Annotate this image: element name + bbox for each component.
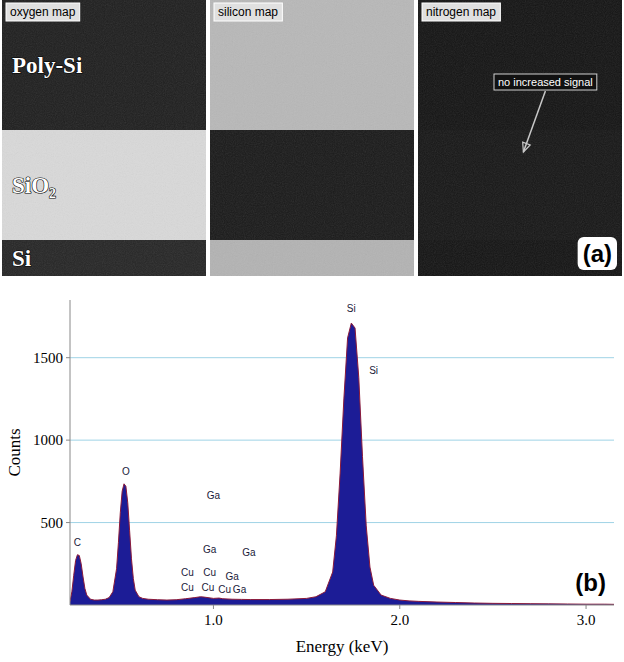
map-noise xyxy=(210,0,414,276)
peak-label: Ga xyxy=(242,547,256,558)
x-tick-label: 2.0 xyxy=(390,612,409,628)
x-tick xyxy=(213,605,214,609)
map-noise xyxy=(418,0,622,276)
peak-label: O xyxy=(122,466,130,477)
map-title-box xyxy=(214,3,282,21)
map-title: silicon map xyxy=(218,5,278,19)
peak-label: Ga xyxy=(225,571,239,582)
figure: oxygen map silicon map nitrogen map no incr… xyxy=(0,0,624,662)
y-tick xyxy=(66,440,70,441)
annotation-box xyxy=(494,74,597,90)
peak-label: Ga xyxy=(203,544,217,555)
grid-line xyxy=(70,357,614,358)
x-tick xyxy=(399,605,400,609)
layer-label: Poly-Si xyxy=(12,53,83,78)
y-tick xyxy=(66,357,70,358)
peak-label: Cu xyxy=(181,567,194,578)
panel-letter: (b) xyxy=(575,569,606,596)
element-map: oxygen map xyxy=(2,0,206,276)
spectrum-outline xyxy=(70,323,614,604)
y-axis xyxy=(70,300,71,605)
peak-label: Si xyxy=(347,303,356,314)
peak-label: Cu xyxy=(181,582,194,593)
panel-letter-box xyxy=(570,566,611,599)
map-title: oxygen map xyxy=(10,5,76,19)
plot-data xyxy=(70,323,614,605)
peak-label: Cu xyxy=(203,567,216,578)
panel-letter-box xyxy=(578,237,617,270)
y-tick xyxy=(66,522,70,523)
map-noise xyxy=(2,0,206,276)
x-tick xyxy=(586,605,587,609)
y-tick-label: 1500 xyxy=(33,350,63,366)
peak-label: Cu xyxy=(201,582,214,593)
map-title: nitrogen map xyxy=(426,5,496,19)
arrow-head xyxy=(523,142,531,152)
panel-a: oxygen map silicon map nitrogen map no incr… xyxy=(2,0,622,276)
map-title-box xyxy=(422,3,500,21)
x-axis-title: Energy (keV) xyxy=(296,637,389,656)
y-axis-title: Counts xyxy=(5,428,24,476)
panel-b: 500 1000 1500 1.0 2.0 3.0 Energy (keV) Counts C O… xyxy=(5,300,614,656)
peak-label: Ga xyxy=(233,584,247,595)
element-map: nitrogen map no increased signal xyxy=(418,0,622,276)
peak-label: Ga xyxy=(207,490,221,501)
y-tick-label: 1000 xyxy=(33,432,63,448)
x-tick-label: 3.0 xyxy=(577,612,596,628)
map-annotation: no increased signal xyxy=(498,76,593,88)
spectrum-area xyxy=(70,323,614,605)
x-tick-label: 1.0 xyxy=(204,612,223,628)
map-title-box xyxy=(6,3,80,21)
y-tick-label: 500 xyxy=(41,515,64,531)
layer-label: SiO₂ xyxy=(12,173,56,198)
peak-label: Cu xyxy=(218,584,231,595)
peak-label: Si xyxy=(369,365,378,376)
peak-label: C xyxy=(74,537,81,548)
annotation-arrow xyxy=(523,91,545,152)
layer-label: Si xyxy=(12,246,32,271)
x-axis xyxy=(70,605,614,606)
element-map: silicon map xyxy=(210,0,414,276)
panel-letter: (a) xyxy=(583,240,612,267)
